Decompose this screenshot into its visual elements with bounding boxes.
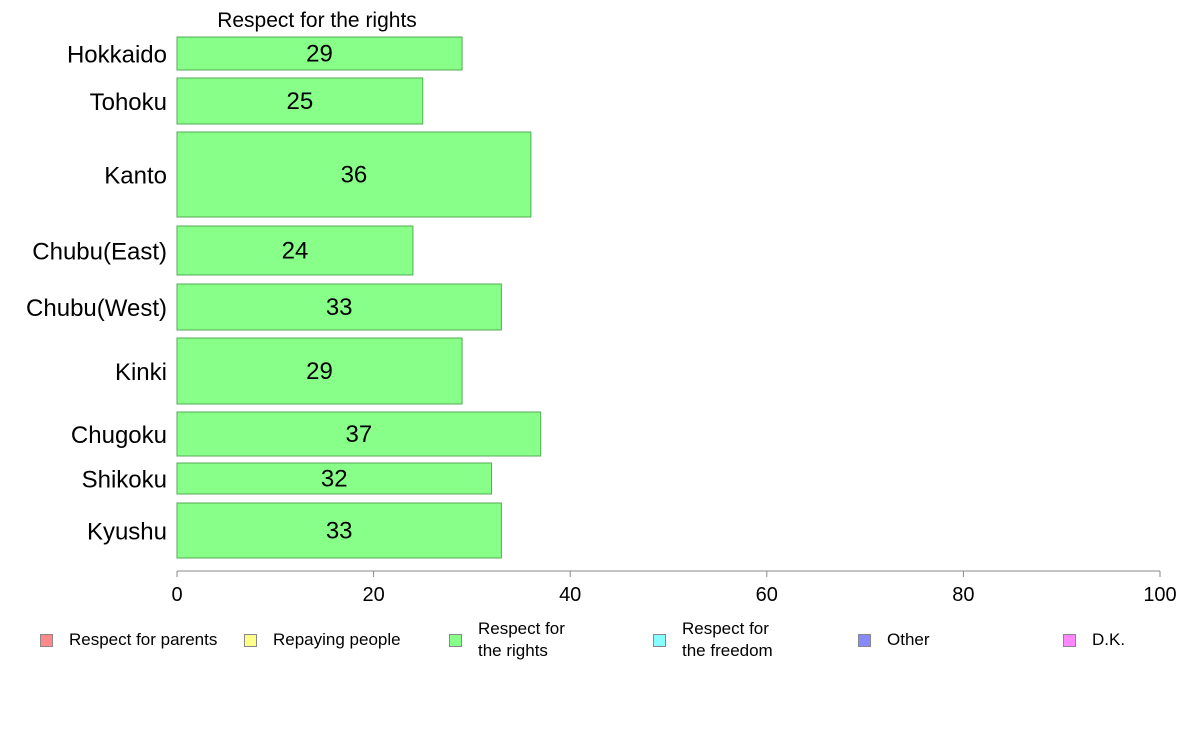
- legend-label: Respect for the rights: [478, 619, 565, 660]
- legend: Respect for parents Repaying people Respec…: [0, 615, 1188, 675]
- data-label: 29: [306, 358, 333, 385]
- legend-swatch: [1063, 633, 1076, 647]
- legend-swatch: [40, 633, 53, 647]
- x-tick-label: 80: [952, 584, 974, 606]
- category-label: Tohoku: [90, 89, 167, 116]
- legend-item: Repaying people: [244, 615, 401, 665]
- legend-swatch: [449, 633, 462, 647]
- category-label: Kanto: [104, 163, 167, 190]
- x-tick-label: 100: [1143, 584, 1176, 606]
- bars-group: 29 25 36 24 33 29 37 32 33: [176, 36, 542, 559]
- category-label: Kyushu: [87, 519, 167, 546]
- bar-kanto: [176, 131, 532, 218]
- bar-kyushu: [176, 502, 502, 559]
- category-label: Chubu(East): [32, 239, 167, 266]
- data-label: 36: [341, 162, 368, 189]
- data-label: 33: [326, 294, 353, 321]
- bar-chugoku: [176, 411, 542, 457]
- legend-swatch: [244, 633, 257, 647]
- legend-swatch: [858, 633, 871, 647]
- legend-label: Repaying people: [273, 630, 401, 649]
- bar-chart: Respect for the rights 29 25 36 24 33 29 37 32 3…: [26, 9, 1177, 606]
- bar-tohoku: [176, 77, 424, 125]
- x-axis: 0 20 40 60 80 100: [171, 570, 1177, 606]
- x-tick-label: 20: [362, 584, 384, 606]
- legend-label: Respect for the freedom: [682, 619, 773, 660]
- legend-label: D.K.: [1092, 630, 1126, 649]
- bar-chubu-west: [176, 283, 502, 331]
- x-tick-label: 60: [756, 584, 778, 606]
- data-label: 37: [346, 421, 373, 448]
- data-label: 33: [326, 518, 353, 545]
- legend-item: Respect for parents: [40, 615, 217, 665]
- legend-item: Other: [858, 615, 930, 665]
- legend-swatch: [653, 633, 666, 647]
- bar-chubu-east: [176, 225, 414, 276]
- chart-title: Respect for the rights: [217, 9, 417, 32]
- legend-item: Respect for the freedom: [653, 615, 773, 665]
- data-label: 32: [321, 466, 348, 493]
- bar-kinki: [176, 337, 463, 405]
- category-labels: Hokkaido Tohoku Kanto Chubu(East) Chubu(West…: [26, 42, 167, 546]
- category-label: Hokkaido: [67, 42, 167, 69]
- category-label: Kinki: [115, 359, 167, 386]
- category-label: Shikoku: [82, 467, 167, 494]
- data-label: 29: [306, 41, 333, 68]
- legend-item: D.K.: [1063, 615, 1125, 665]
- legend-label: Respect for parents: [69, 630, 218, 649]
- x-tick-label: 40: [559, 584, 581, 606]
- x-tick-label: 0: [171, 584, 182, 606]
- data-label: 25: [287, 88, 314, 115]
- bar-hokkaido: [176, 36, 463, 71]
- category-label: Chubu(West): [26, 295, 167, 322]
- legend-item: Respect for the rights: [449, 615, 565, 665]
- legend-label: Other: [887, 630, 930, 649]
- data-label: 24: [282, 238, 309, 265]
- category-label: Chugoku: [71, 422, 167, 449]
- bar-shikoku: [176, 462, 493, 495]
